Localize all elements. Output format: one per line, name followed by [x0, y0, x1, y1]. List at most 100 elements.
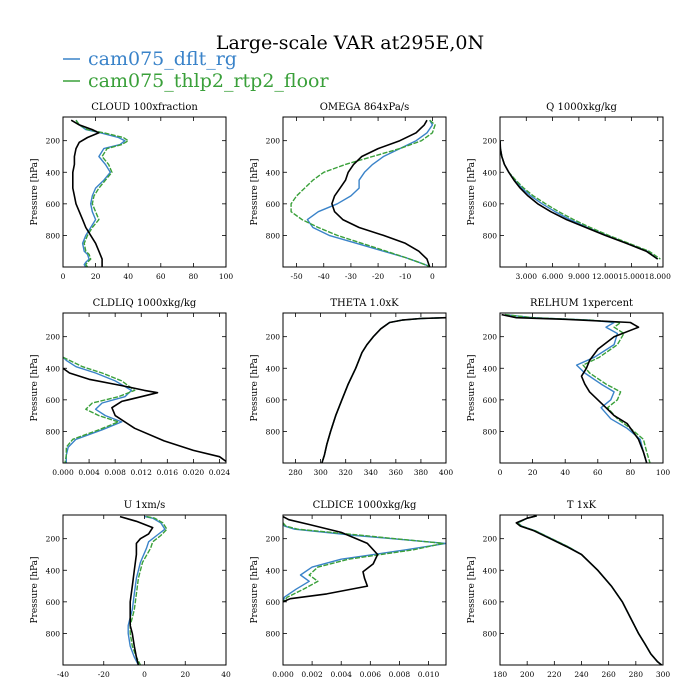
x-tick-label: 40 [221, 670, 231, 679]
y-tick-label: 400 [266, 566, 281, 575]
y-axis-label: Pressure [hPa] [250, 556, 260, 623]
series-line-dflt [306, 119, 434, 267]
y-tick-label: 200 [483, 333, 498, 342]
y-tick-label: 600 [266, 598, 281, 607]
y-axis-label: Pressure [hPa] [30, 158, 40, 225]
x-tick-label: 0 [142, 670, 147, 679]
x-tick-label: 15.000 [618, 272, 644, 281]
x-tick-label: 80 [189, 272, 199, 281]
x-tick-label: 0.000 [52, 468, 74, 477]
x-tick-label: 360 [389, 468, 404, 477]
x-tick-label: 340 [364, 468, 379, 477]
x-tick-label: 0.010 [418, 670, 440, 679]
panel-title: CLOUD 100xfraction [91, 102, 198, 113]
x-tick-label: 40 [123, 272, 133, 281]
x-tick-label: 300 [656, 670, 671, 679]
series-group [70, 119, 129, 267]
y-tick-label: 600 [46, 598, 61, 607]
panel-title: OMEGA 864xPa/s [320, 102, 410, 113]
x-tick-label: 100 [656, 468, 671, 477]
series-line-floor [500, 140, 661, 260]
y-axis-label: Pressure [hPa] [250, 354, 260, 421]
y-tick-label: 400 [46, 168, 61, 177]
x-tick-label: 180 [493, 670, 508, 679]
y-tick-label: 200 [266, 535, 281, 544]
y-tick-label: 800 [46, 427, 61, 436]
y-tick-label: 800 [483, 629, 498, 638]
legend-label-floor: cam075_thlp2_rtp2_floor [88, 70, 329, 92]
series-line-floor [129, 515, 168, 665]
series-line-control [321, 316, 446, 463]
panel-q: Q 1000xkg/kg 3.000 6.000 9.000 12.000 15.000 1… [467, 102, 671, 281]
y-tick-label: 600 [483, 598, 498, 607]
legend-label-dflt: cam075_dflt_rg [88, 48, 237, 70]
x-tick-label: 0 [498, 468, 503, 477]
panel-frame [499, 312, 664, 464]
y-tick-label: 200 [266, 333, 281, 342]
panel-title: U 1xm/s [124, 500, 166, 511]
y-tick-label: 400 [483, 364, 498, 373]
series-group [501, 313, 651, 463]
y-tick-label: 800 [46, 231, 61, 240]
x-tick-label: 0.016 [157, 468, 179, 477]
series-line-control [70, 119, 103, 267]
x-tick-label: -40 [57, 670, 69, 679]
y-tick-label: 400 [483, 566, 498, 575]
x-tick-label: 0.008 [389, 670, 411, 679]
y-tick-label: 200 [46, 137, 61, 146]
series-line-floor [504, 313, 651, 463]
x-tick-label: -40 [318, 272, 330, 281]
x-tick-label: 320 [339, 468, 354, 477]
y-tick-label: 400 [266, 364, 281, 373]
y-axis-label: Pressure [hPa] [467, 158, 477, 225]
series-line-floor [283, 522, 444, 603]
series-group [119, 515, 168, 665]
series-line-dflt [75, 119, 126, 267]
panel-frame [62, 514, 227, 666]
y-axis-label: Pressure [hPa] [467, 354, 477, 421]
panel-title: CLDICE 1000xkg/kg [313, 500, 417, 511]
x-tick-label: 280 [288, 468, 303, 477]
x-tick-label: 200 [520, 670, 535, 679]
y-tick-label: 200 [46, 333, 61, 342]
y-tick-label: 600 [46, 200, 61, 209]
series-group [500, 140, 661, 260]
y-tick-label: 800 [266, 231, 281, 240]
x-tick-label: 0.008 [104, 468, 126, 477]
y-tick-label: 600 [266, 396, 281, 405]
series-line-control [63, 367, 226, 463]
y-tick-label: 200 [483, 137, 498, 146]
y-tick-label: 600 [266, 200, 281, 209]
panel-frame [282, 514, 447, 666]
y-tick-label: 600 [46, 396, 61, 405]
x-tick-label: -20 [98, 670, 110, 679]
series-line-control [283, 515, 379, 603]
panel-u: U 1xm/s -40 -20 0 20 40 200 400 600 800 Pressure [… [30, 500, 231, 679]
x-tick-label: 0.006 [360, 670, 382, 679]
x-tick-label: 380 [414, 468, 429, 477]
series-line-dflt [283, 522, 446, 603]
panel-title: T 1xK [567, 500, 597, 511]
y-tick-label: 200 [483, 535, 498, 544]
y-tick-label: 800 [266, 629, 281, 638]
series-line-dflt [63, 356, 133, 463]
panel-cldliq: CLDLIQ 1000xkg/kg 0.000 0.004 0.008 0.012 0.0… [30, 298, 230, 477]
x-tick-label: 40 [560, 468, 570, 477]
panel-frame [282, 312, 447, 464]
x-tick-label: 20 [528, 468, 538, 477]
series-line-floor [321, 317, 446, 463]
series-line-dflt [504, 313, 648, 463]
panel-frame [282, 116, 447, 268]
series-line-dflt [500, 140, 659, 260]
x-tick-label: -50 [291, 272, 303, 281]
x-tick-label: -30 [345, 272, 357, 281]
panel-frame [499, 514, 664, 666]
y-tick-label: 200 [46, 535, 61, 544]
x-tick-label: 60 [156, 272, 166, 281]
x-tick-label: 20 [180, 670, 190, 679]
x-tick-label: 220 [547, 670, 562, 679]
panel-cldice: CLDICE 1000xkg/kg 0.000 0.002 0.004 0.006 0.0… [250, 500, 447, 679]
series-line-floor [63, 356, 136, 463]
panel-title: RELHUM 1xpercent [530, 298, 633, 309]
